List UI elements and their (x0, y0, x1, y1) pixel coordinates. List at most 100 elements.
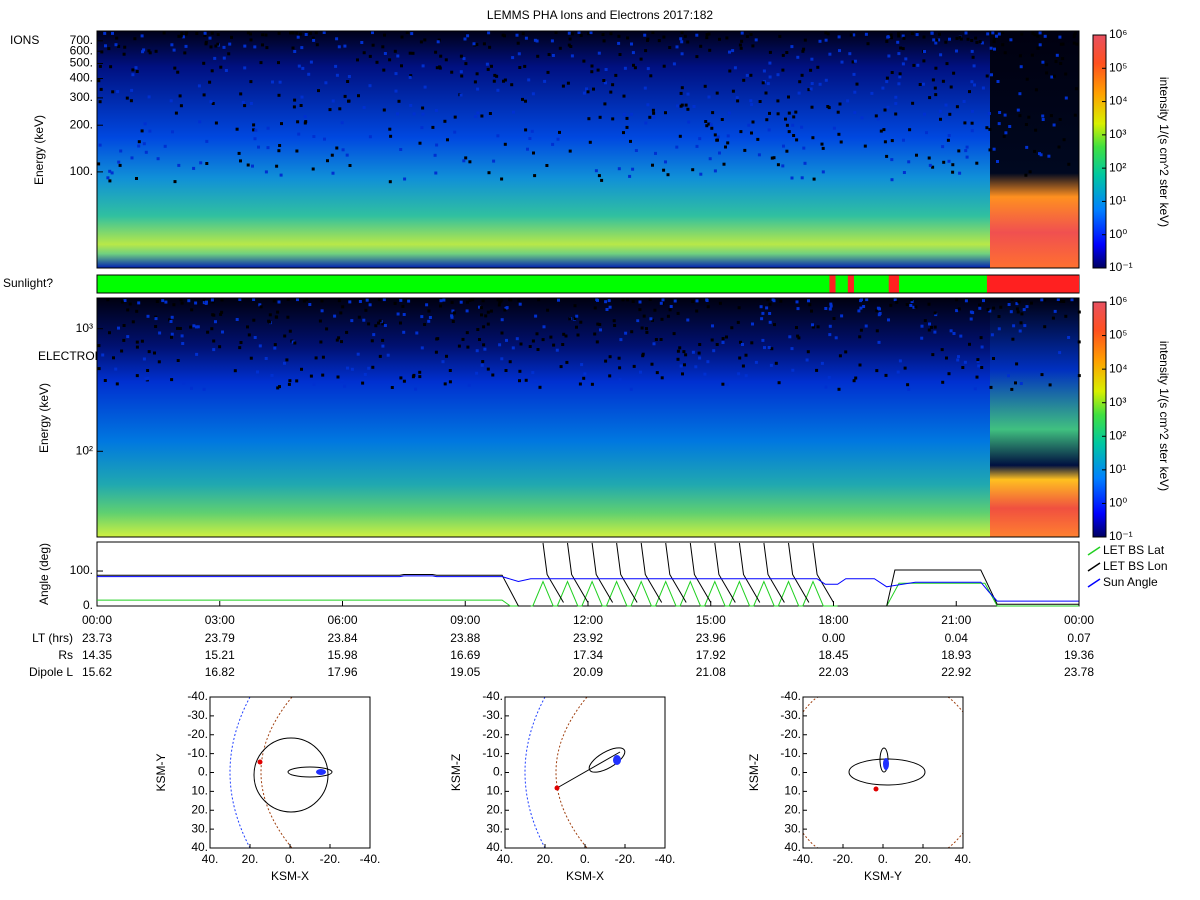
spectrogram-pixel (137, 140, 141, 144)
spectrogram-pixel (301, 66, 305, 70)
spectrogram-pixel (988, 127, 992, 131)
spectrogram-pixel (478, 338, 481, 341)
spectrogram-pixel (300, 46, 304, 50)
y-tick-label: 100. (70, 563, 93, 577)
spectrogram-pixel (235, 127, 239, 131)
spectrogram-pixel (547, 53, 551, 56)
spectrogram-pixel (762, 69, 766, 73)
spectrogram-pixel (740, 31, 744, 35)
spectrogram-pixel (296, 35, 300, 39)
spectrogram-pixel (500, 177, 504, 181)
spectrogram-pixel (382, 298, 386, 302)
spectrogram-pixel (194, 301, 198, 305)
spectrogram-pixel (632, 364, 636, 368)
spectrogram-pixel (272, 299, 276, 303)
spectrogram-pixel (800, 73, 804, 77)
spectrogram-pixel (944, 40, 948, 44)
x-tick-label: 20. (242, 852, 259, 866)
x-axis-label: KSM-X (566, 869, 604, 883)
spectrogram-pixel (498, 343, 502, 347)
spectrogram-pixel (118, 163, 122, 167)
colorbar-tick-label: 10³ (1109, 395, 1126, 409)
spectrogram-pixel (546, 70, 550, 74)
spectrogram-pixel (252, 298, 256, 301)
spectrogram-pixel (196, 325, 200, 329)
spectrogram-pixel (664, 160, 667, 164)
spectrogram-pixel (1007, 303, 1011, 306)
spectrogram-pixel (898, 75, 902, 79)
spectrogram-pixel (975, 375, 979, 379)
spectrogram-pixel (1072, 41, 1076, 45)
spectrogram-pixel (1015, 362, 1019, 366)
spectrogram-pixel (491, 373, 495, 377)
spectrogram-pixel (617, 41, 621, 45)
y-tick-label: 40. (784, 840, 801, 854)
spectrogram-pixel (768, 312, 772, 315)
spectrogram-pixel (857, 309, 861, 313)
spectrogram-pixel (488, 112, 492, 115)
spectrogram-pixel (1073, 31, 1077, 35)
spectrogram-pixel (772, 156, 776, 160)
spectrogram-pixel (431, 125, 435, 129)
spectrogram-pixel (735, 96, 739, 100)
spectrogram-pixel (210, 298, 214, 302)
shadow-interval (829, 275, 836, 293)
spectrogram-pixel (622, 112, 626, 116)
spectrogram-pixel (785, 51, 789, 54)
spectrogram-pixel (725, 335, 728, 339)
spectrogram-pixel (480, 114, 484, 118)
spectrogram-pixel (770, 347, 774, 351)
spectrogram-pixel (210, 31, 214, 35)
spectrogram-pixel (450, 300, 454, 304)
plot-frame (96, 30, 1080, 269)
row-value: 14.35 (82, 648, 112, 662)
spectrogram-pixel (837, 35, 841, 39)
spectrogram-pixel (318, 319, 322, 323)
spectrogram-pixel (177, 163, 181, 167)
spectrogram-pixel (383, 324, 387, 327)
spectrogram-pixel (854, 376, 858, 380)
spectrogram-pixel (781, 164, 785, 168)
spectrogram-pixel (202, 93, 206, 97)
spectrogram-pixel (974, 36, 978, 40)
spectrogram-pixel (795, 326, 798, 329)
spectrogram-pixel (922, 59, 926, 63)
spectrogram-pixel (765, 118, 769, 122)
spectrogram-pixel (957, 307, 961, 311)
spectrogram-pixel (575, 325, 578, 329)
spectrogram-pixel (1016, 108, 1020, 112)
spectrogram-pixel (238, 346, 242, 350)
spectrogram-pixel (596, 298, 599, 302)
spectrogram-pixel (97, 367, 101, 371)
spectrogram-pixel (367, 366, 371, 370)
spectrogram-pixel (604, 68, 608, 71)
spectrogram-pixel (386, 353, 390, 357)
spectrogram-pixel (371, 365, 375, 369)
spectrogram-pixel (645, 330, 649, 334)
y-tick-label: 30. (784, 821, 801, 835)
spectrogram-pixel (289, 31, 292, 35)
spectrogram-pixel (425, 303, 429, 307)
spectrogram-pixel (598, 115, 602, 119)
spectrogram-pixel (928, 163, 932, 167)
spectrogram-pixel (445, 354, 448, 358)
spectrogram-pixel (955, 309, 959, 313)
spectrogram-pixel (535, 39, 539, 43)
spectrogram-pixel (933, 86, 937, 90)
spectrogram-pixel (542, 325, 546, 329)
spectrogram-pixel (918, 83, 922, 86)
spectrogram-pixel (768, 111, 771, 115)
spectrogram-pixel (875, 369, 879, 373)
spectrogram-pixel (288, 379, 292, 383)
spectrogram-pixel (176, 70, 180, 74)
spectrogram-pixel (305, 298, 309, 302)
spectrogram-pixel (362, 51, 366, 55)
spectrogram-pixel (590, 64, 594, 68)
spectrogram-pixel (356, 352, 360, 356)
spectrogram-pixel (253, 137, 257, 141)
legend-swatch (1087, 546, 1101, 556)
spectrogram-pixel (716, 135, 720, 139)
spectrogram-pixel (1073, 113, 1077, 117)
spectrogram-pixel (335, 73, 339, 77)
spectrogram-pixel (484, 314, 488, 318)
